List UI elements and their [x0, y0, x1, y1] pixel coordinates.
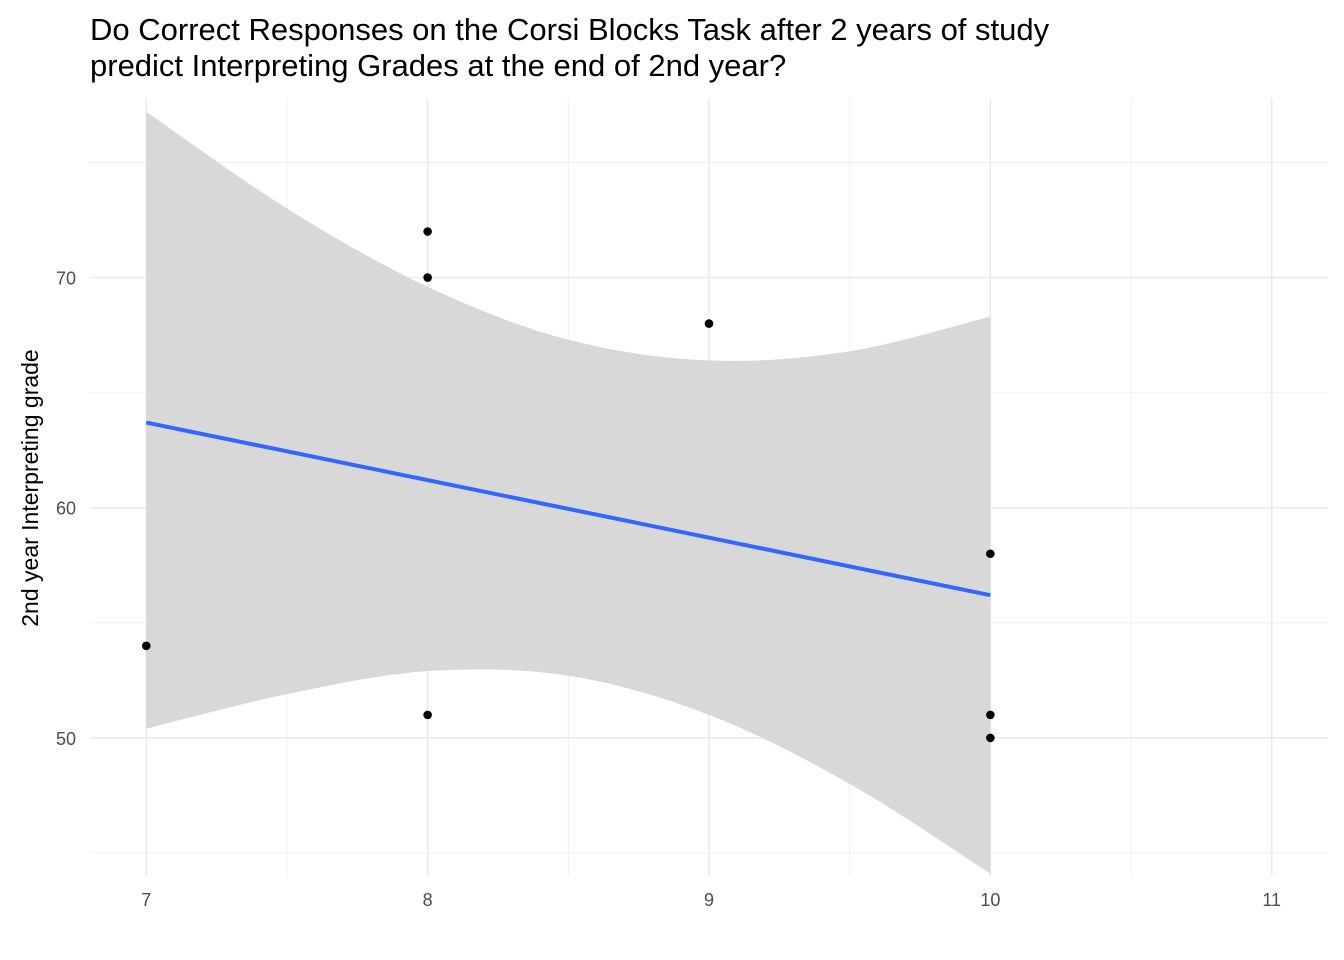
data-point: [423, 227, 432, 236]
data-point: [986, 733, 995, 743]
regression-line: [145, 420, 991, 598]
fit-line-layer: [145, 420, 991, 598]
y-tick-labels: 50 60 70: [56, 269, 76, 749]
y-tick-label: 60: [56, 499, 76, 519]
x-tick-label: 7: [141, 890, 151, 910]
data-point: [986, 710, 995, 720]
confidence-band-layer: [146, 111, 991, 874]
x-tick-label: 11: [1262, 890, 1281, 910]
y-tick-label: 70: [56, 269, 76, 289]
chart-title-line-2: predict Interpreting Grades at the end o…: [90, 48, 787, 83]
x-tick-labels: 7 8 9 10 11: [141, 890, 1281, 910]
data-point: [141, 641, 151, 651]
x-tick-label: 9: [704, 890, 714, 910]
data-points-layer: [141, 227, 995, 743]
chart-title: Do Correct Responses on the Corsi Blocks…: [90, 12, 1310, 84]
x-tick-label: 10: [980, 890, 1000, 910]
chart-title-line-1: Do Correct Responses on the Corsi Blocks…: [90, 12, 1050, 47]
data-point: [986, 549, 995, 559]
x-tick-label: 8: [423, 890, 433, 910]
y-axis-label: 2nd year Interpreting grade: [17, 349, 43, 626]
y-tick-label: 50: [56, 729, 76, 749]
data-point: [704, 319, 714, 328]
data-point: [423, 710, 432, 720]
data-point: [423, 273, 432, 282]
confidence-band: [146, 111, 991, 874]
